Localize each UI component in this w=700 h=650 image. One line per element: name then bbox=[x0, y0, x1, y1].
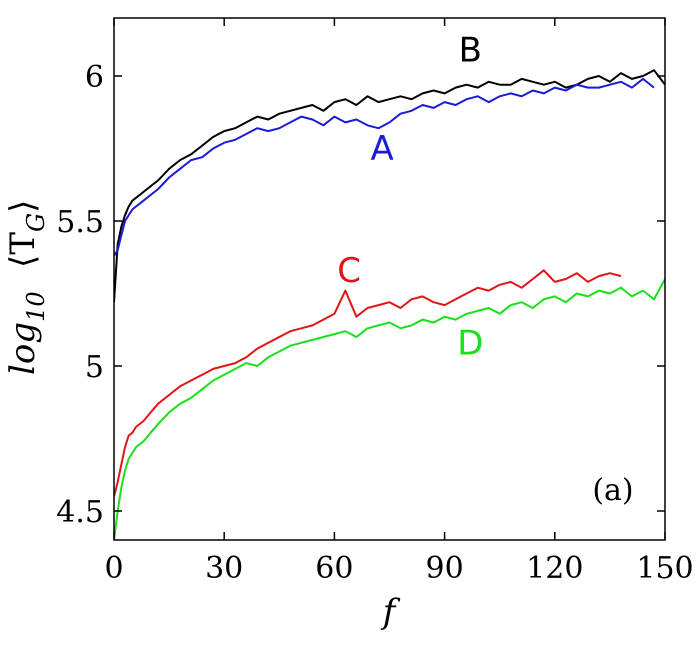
svg-text:⟨TG⟩: ⟨TG⟩ bbox=[3, 200, 50, 268]
plot-frame bbox=[113, 17, 666, 541]
y-tick-label: 6 bbox=[85, 60, 104, 95]
series-label-B: B bbox=[459, 31, 482, 71]
y-axis-label-angle-sub: G bbox=[22, 213, 50, 232]
x-tick-label: 0 bbox=[104, 551, 123, 586]
y-axis-label-angle: ⟨T bbox=[3, 232, 43, 268]
svg-text:log10: log10 bbox=[3, 291, 50, 375]
series-line-C bbox=[114, 269, 622, 497]
series-label-D: D bbox=[457, 323, 483, 363]
y-axis-label-angle-close: ⟩ bbox=[3, 200, 43, 213]
x-tick-label: 60 bbox=[315, 551, 353, 586]
y-axis-label: log10 ⟨TG⟩ bbox=[3, 200, 50, 375]
y-axis-label-main: log bbox=[3, 322, 43, 375]
series-line-B bbox=[114, 69, 665, 303]
series-line-A bbox=[114, 77, 655, 257]
x-tick-label: 30 bbox=[205, 551, 243, 586]
axis-ticks: 0 30 60 90 120 150 4.5 5 5.5 6 bbox=[56, 18, 694, 586]
y-tick-label: 5 bbox=[85, 350, 104, 385]
series-labels: B A C D bbox=[337, 31, 483, 364]
y-axis-label-sub: 10 bbox=[22, 291, 50, 322]
panel-label: (a) bbox=[592, 473, 633, 508]
series-line-D bbox=[114, 278, 665, 540]
plot-area bbox=[114, 69, 665, 540]
x-tick-label: 120 bbox=[526, 551, 583, 586]
y-tick-label: 5.5 bbox=[56, 205, 104, 240]
x-tick-label: 90 bbox=[426, 551, 464, 586]
y-tick-label: 4.5 bbox=[56, 495, 104, 530]
series-label-A: A bbox=[371, 129, 394, 169]
series-label-C: C bbox=[337, 251, 361, 291]
x-tick-label: 150 bbox=[636, 551, 693, 586]
